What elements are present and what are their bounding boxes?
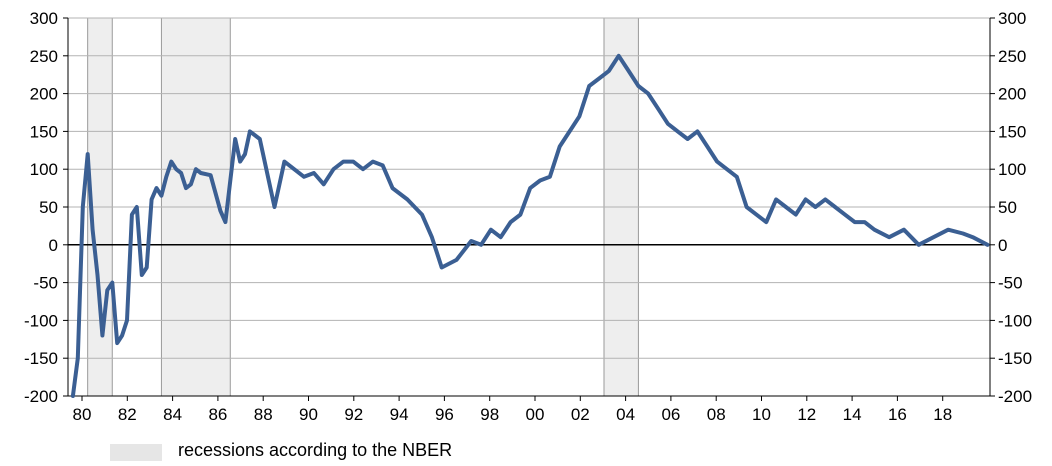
x-tick-label: 00 [526, 405, 545, 424]
y-tick-left-label: -100 [24, 311, 58, 330]
series-line-0 [70, 53, 990, 398]
x-tick-label: 80 [73, 405, 92, 424]
y-axis-left-ticks: 300 250 200 150 100 50 0 -50 -100 -150 -200 [24, 9, 68, 406]
y-axis-right-ticks: 300 250 200 150 100 50 0 -50 -100 -150 -200 [990, 9, 1032, 406]
y-tick-right-label: 200 [998, 85, 1026, 104]
x-tick-label: 14 [843, 405, 862, 424]
x-tick-label: 08 [707, 405, 726, 424]
x-tick-label: 16 [888, 405, 907, 424]
x-tick-label: 88 [254, 405, 273, 424]
x-tick-label: 90 [299, 405, 318, 424]
x-tick-label: 10 [752, 405, 771, 424]
x-tick-label: 84 [163, 405, 182, 424]
y-tick-left-label: 300 [30, 9, 58, 28]
x-tick-label: 86 [208, 405, 227, 424]
y-tick-right-label: -150 [998, 349, 1032, 368]
y-tick-right-label: -50 [998, 274, 1023, 293]
x-tick-label: 12 [797, 405, 816, 424]
y-tick-left-label: -200 [24, 387, 58, 406]
x-tick-label: 04 [616, 405, 635, 424]
y-tick-right-label: -200 [998, 387, 1032, 406]
x-tick-label: 98 [480, 405, 499, 424]
y-tick-right-label: 0 [998, 236, 1007, 255]
y-tick-right-label: 250 [998, 47, 1026, 66]
y-tick-left-label: -50 [33, 274, 58, 293]
x-tick-label: 94 [390, 405, 409, 424]
series-layer [70, 53, 990, 398]
y-tick-left-label: 0 [49, 236, 58, 255]
x-tick-label: 02 [571, 405, 590, 424]
legend-swatch-recession [110, 444, 162, 461]
y-tick-left-label: 150 [30, 122, 58, 141]
y-tick-right-label: -100 [998, 311, 1032, 330]
y-tick-left-label: 50 [39, 198, 58, 217]
y-tick-left-label: 200 [30, 85, 58, 104]
y-tick-left-label: -150 [24, 349, 58, 368]
x-tick-label: 96 [435, 405, 454, 424]
y-tick-right-label: 50 [998, 198, 1017, 217]
x-tick-label: 18 [933, 405, 952, 424]
y-tick-right-label: 150 [998, 122, 1026, 141]
x-tick-label: 82 [118, 405, 137, 424]
y-tick-right-label: 100 [998, 160, 1026, 179]
y-tick-left-label: 250 [30, 47, 58, 66]
legend-label: recessions according to the NBER [178, 440, 453, 460]
y-tick-left-label: 100 [30, 160, 58, 179]
x-axis-ticks: 80 82 84 86 88 90 92 94 96 98 00 02 04 06 08 10 12 14 16 18 [73, 396, 952, 424]
x-tick-label: 92 [344, 405, 363, 424]
y-tick-right-label: 300 [998, 9, 1026, 28]
x-tick-label: 06 [661, 405, 680, 424]
